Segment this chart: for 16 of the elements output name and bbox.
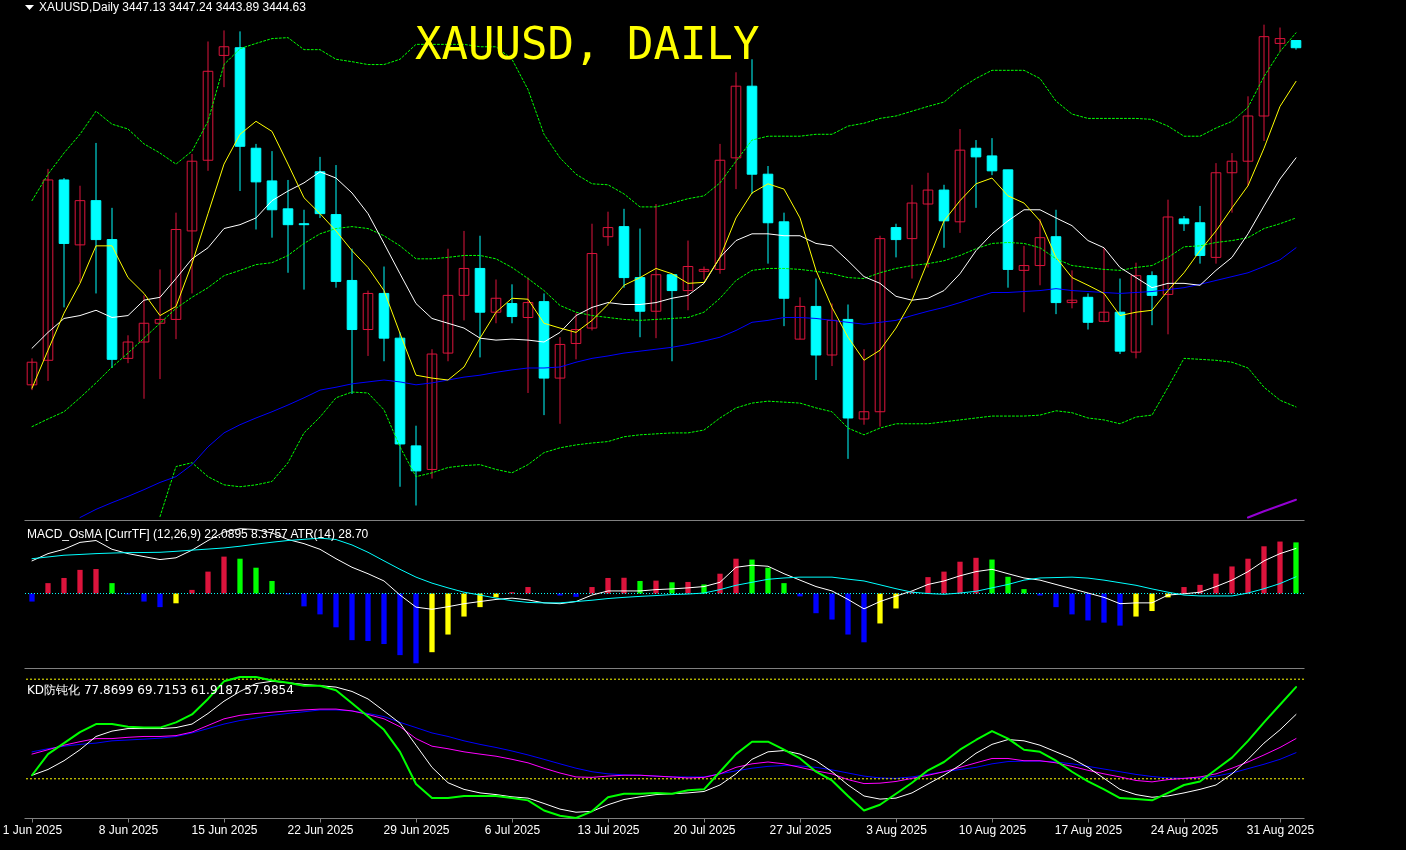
x-tick-label: 15 Jun 2025: [191, 822, 258, 837]
x-tick-label: 1 Jun 2025: [2, 822, 63, 837]
x-tick-label: 13 Jul 2025: [577, 822, 640, 837]
x-tick-label: 10 Aug 2025: [958, 822, 1027, 837]
x-tick-label: 6 Jul 2025: [484, 822, 541, 837]
x-tick-label: 29 Jun 2025: [383, 822, 450, 837]
x-tick-label: 24 Aug 2025: [1150, 822, 1219, 837]
x-tick-label: 3 Aug 2025: [866, 822, 928, 837]
x-tick-label: 8 Jun 2025: [98, 822, 159, 837]
x-tick-label: 20 Jul 2025: [673, 822, 736, 837]
x-tick-label: 31 Aug 2025: [1246, 822, 1315, 837]
x-tick-label: 17 Aug 2025: [1054, 822, 1123, 837]
x-tick-label: 22 Jun 2025: [287, 822, 354, 837]
chart-title: XAUUSD, DAILY: [415, 18, 760, 69]
text: XAUUSD,Daily 3447.13 3447.24 3443.89 3444.63: [39, 0, 307, 14]
x-tick-label: 27 Jul 2025: [769, 822, 832, 837]
